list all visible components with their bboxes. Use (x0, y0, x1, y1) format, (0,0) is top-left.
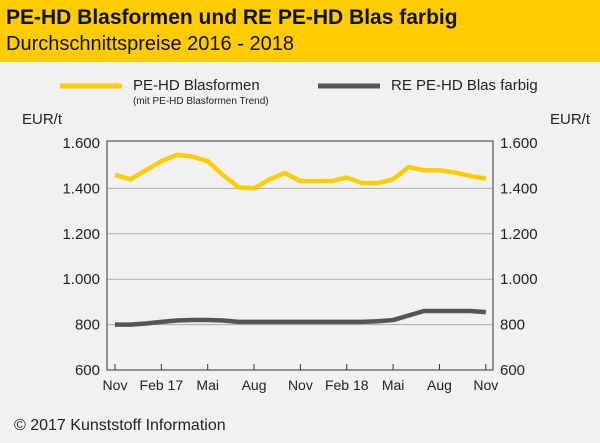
y-tick-label-right: 1.200 (500, 226, 538, 243)
y-tick-label-left: 1.600 (62, 135, 100, 152)
x-tick-label: Feb 18 (325, 377, 369, 393)
y-tick-label-left: 600 (75, 362, 100, 379)
x-tick-label: Feb 17 (140, 377, 184, 393)
y-tick-label-right: 1.400 (500, 180, 538, 197)
x-tick-label: Aug (242, 377, 267, 393)
header-band: PE-HD Blasformen und RE PE-HD Blas farbi… (0, 0, 600, 62)
legend: PE-HD Blasformen (mit PE-HD Blasformen T… (60, 77, 538, 107)
series-line-re-pe-hd (115, 308, 486, 327)
x-tick-label: Mai (382, 377, 405, 393)
legend-label-re-pe-hd: RE PE-HD Blas farbig (391, 77, 538, 94)
y-axis-label-left: EUR/t (22, 111, 63, 128)
chart-subtitle: Durchschnittspreise 2016 - 2018 (6, 33, 294, 55)
y-tick-label-left: 800 (75, 317, 100, 334)
series-line-pe-hd (114, 152, 487, 191)
y-tick-label-right: 800 (500, 317, 525, 334)
legend-label-pe-hd: PE-HD Blasformen (133, 77, 260, 94)
y-tick-label-left: 1.200 (62, 226, 100, 243)
copyright: © 2017 Kunststoff Information (14, 417, 226, 434)
plot-frame (106, 140, 494, 371)
y-tick-label-right: 600 (500, 362, 525, 379)
legend-note-pe-hd: (mit PE-HD Blasformen Trend) (133, 96, 269, 107)
x-tick-label: Nov (473, 377, 498, 393)
y-tick-label-left: 1.400 (62, 180, 100, 197)
y-tick-label-left: 1.000 (62, 271, 100, 288)
y-tick-label-right: 1.600 (500, 135, 538, 152)
chart-title: PE-HD Blasformen und RE PE-HD Blas farbi… (6, 6, 458, 29)
x-tick-label: Mai (196, 377, 219, 393)
x-tick-label: Nov (103, 377, 128, 393)
y-tick-label-right: 1.000 (500, 271, 538, 288)
x-tick-label: Nov (288, 377, 313, 393)
y-axis-label-right: EUR/t (550, 111, 591, 128)
x-tick-label: Aug (427, 377, 452, 393)
